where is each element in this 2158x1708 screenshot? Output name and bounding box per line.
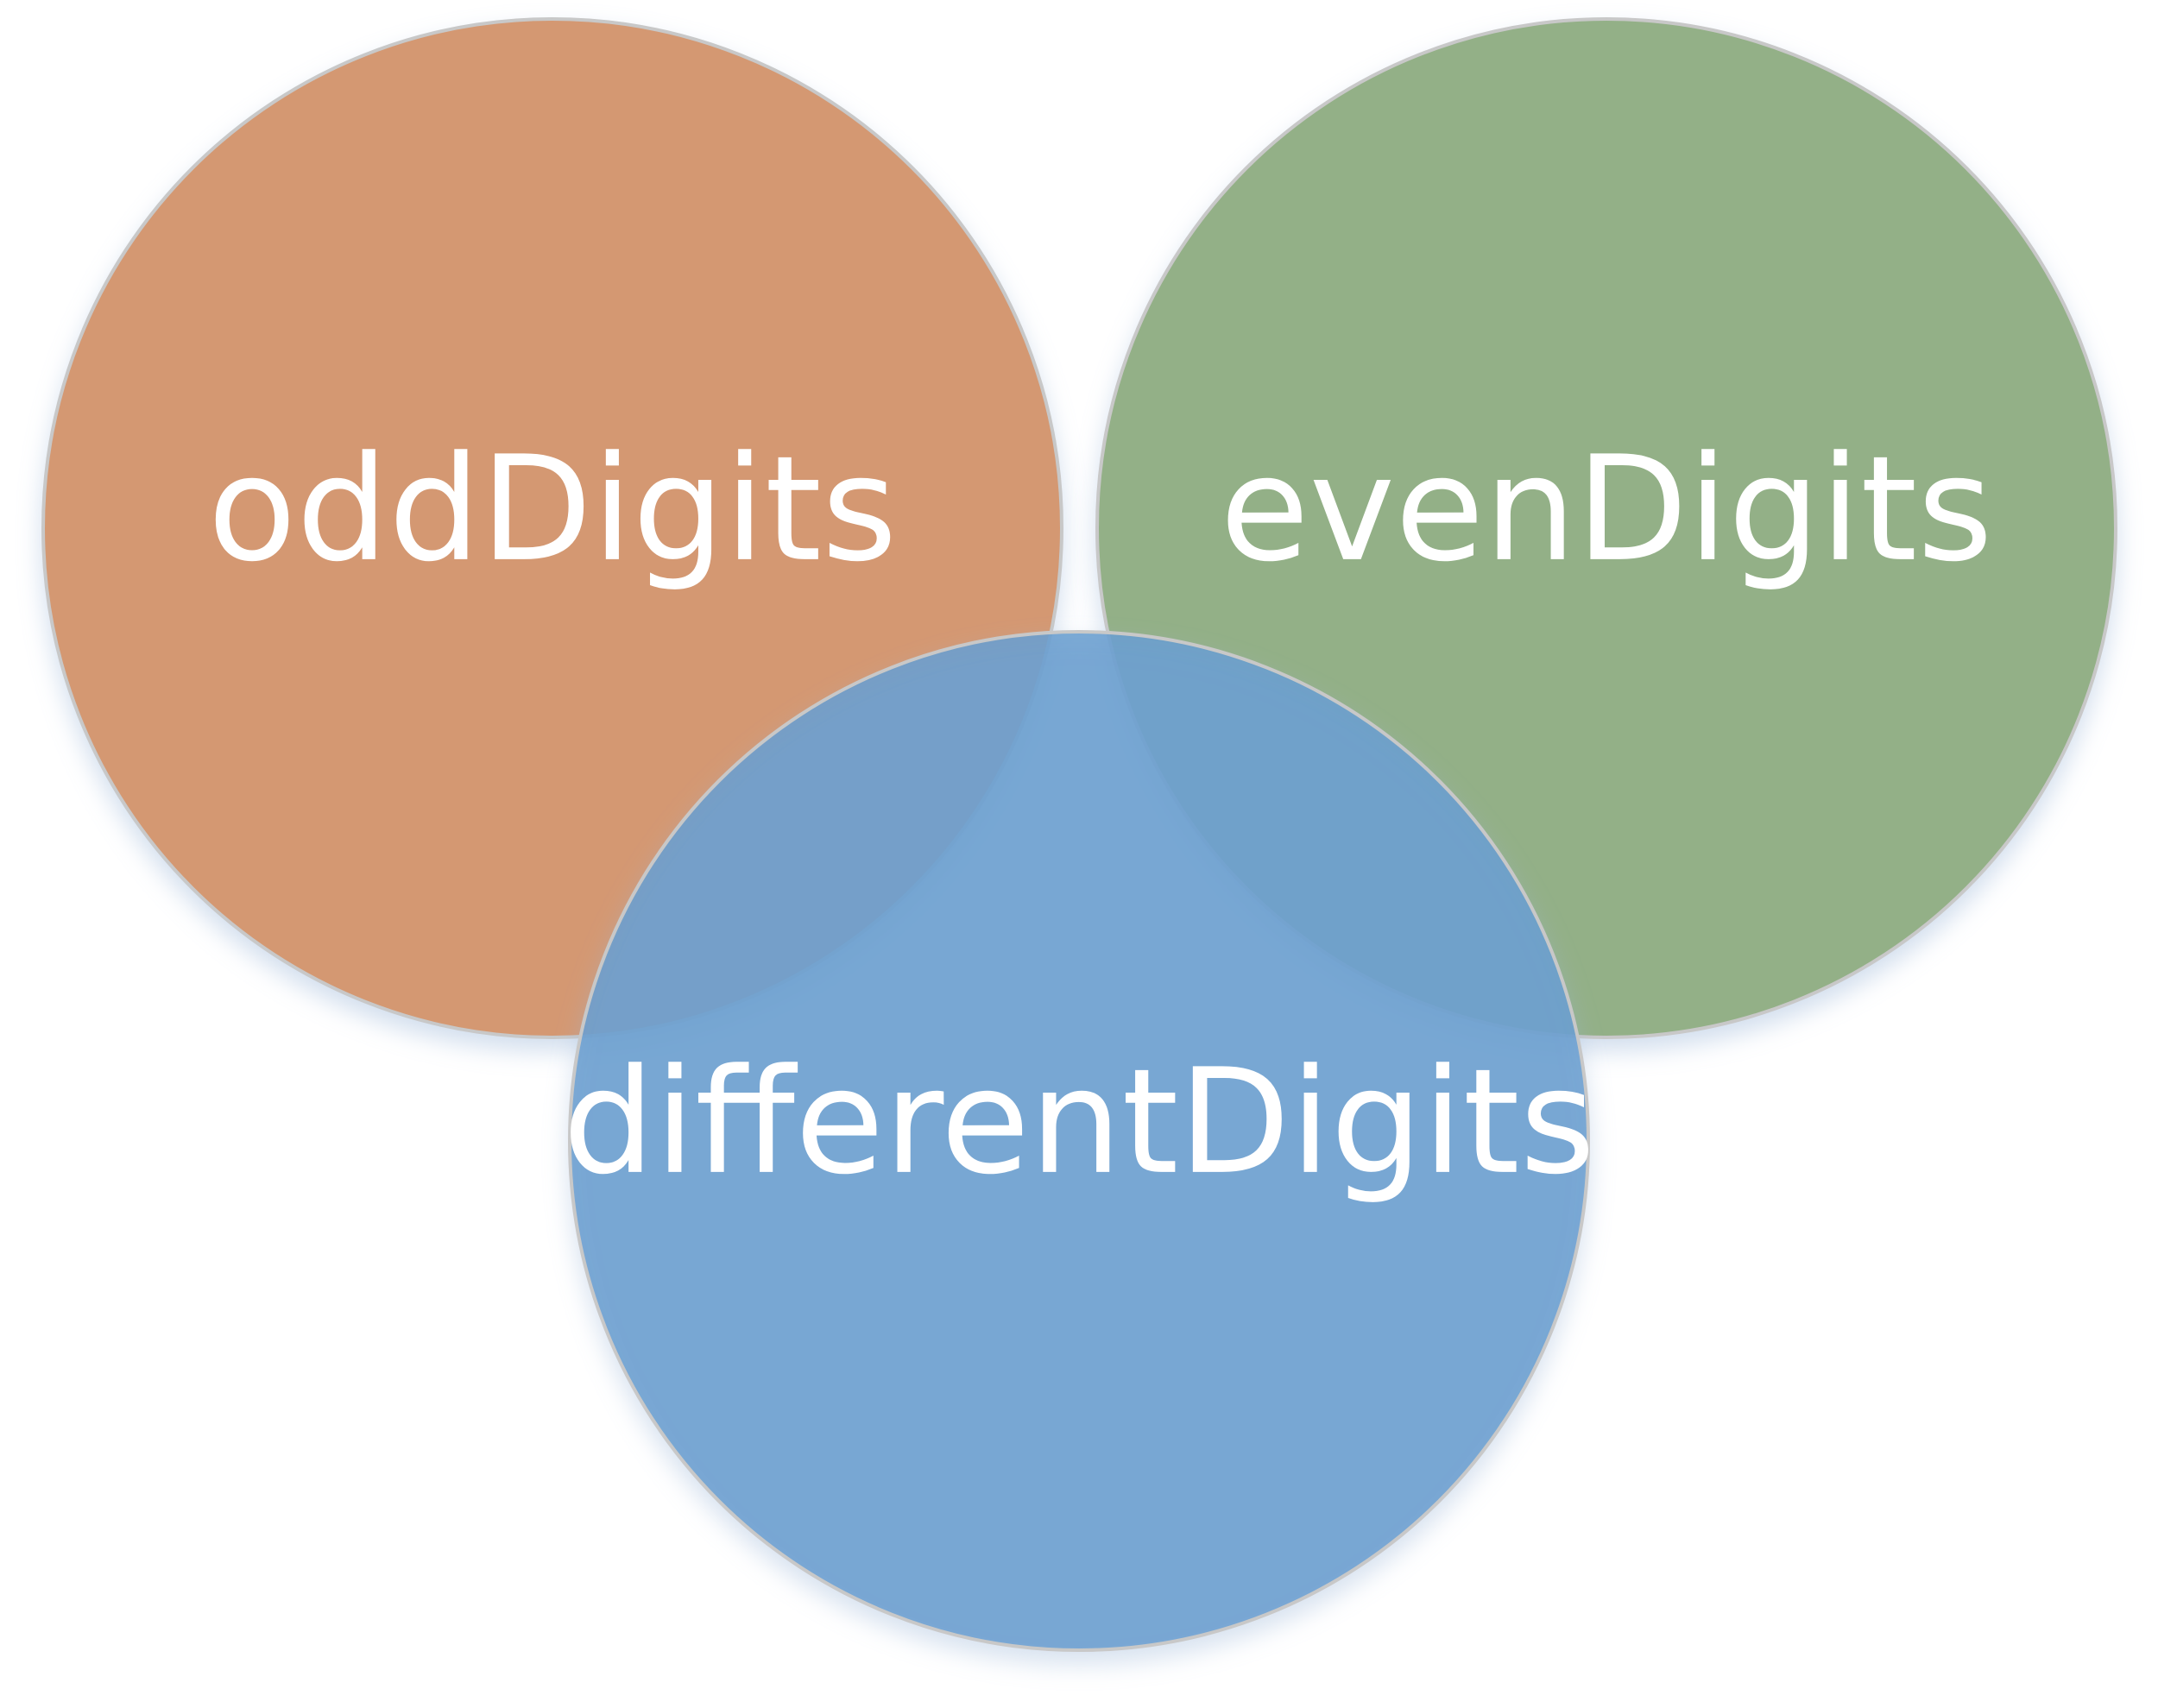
venn-set-different	[568, 630, 1590, 1652]
venn-label-even: evenDigits	[1220, 425, 1992, 594]
venn-label-different: differentDigits	[563, 1037, 1595, 1207]
venn-circle-different	[568, 630, 1590, 1652]
venn-label-odd: oddDigits	[208, 425, 898, 594]
